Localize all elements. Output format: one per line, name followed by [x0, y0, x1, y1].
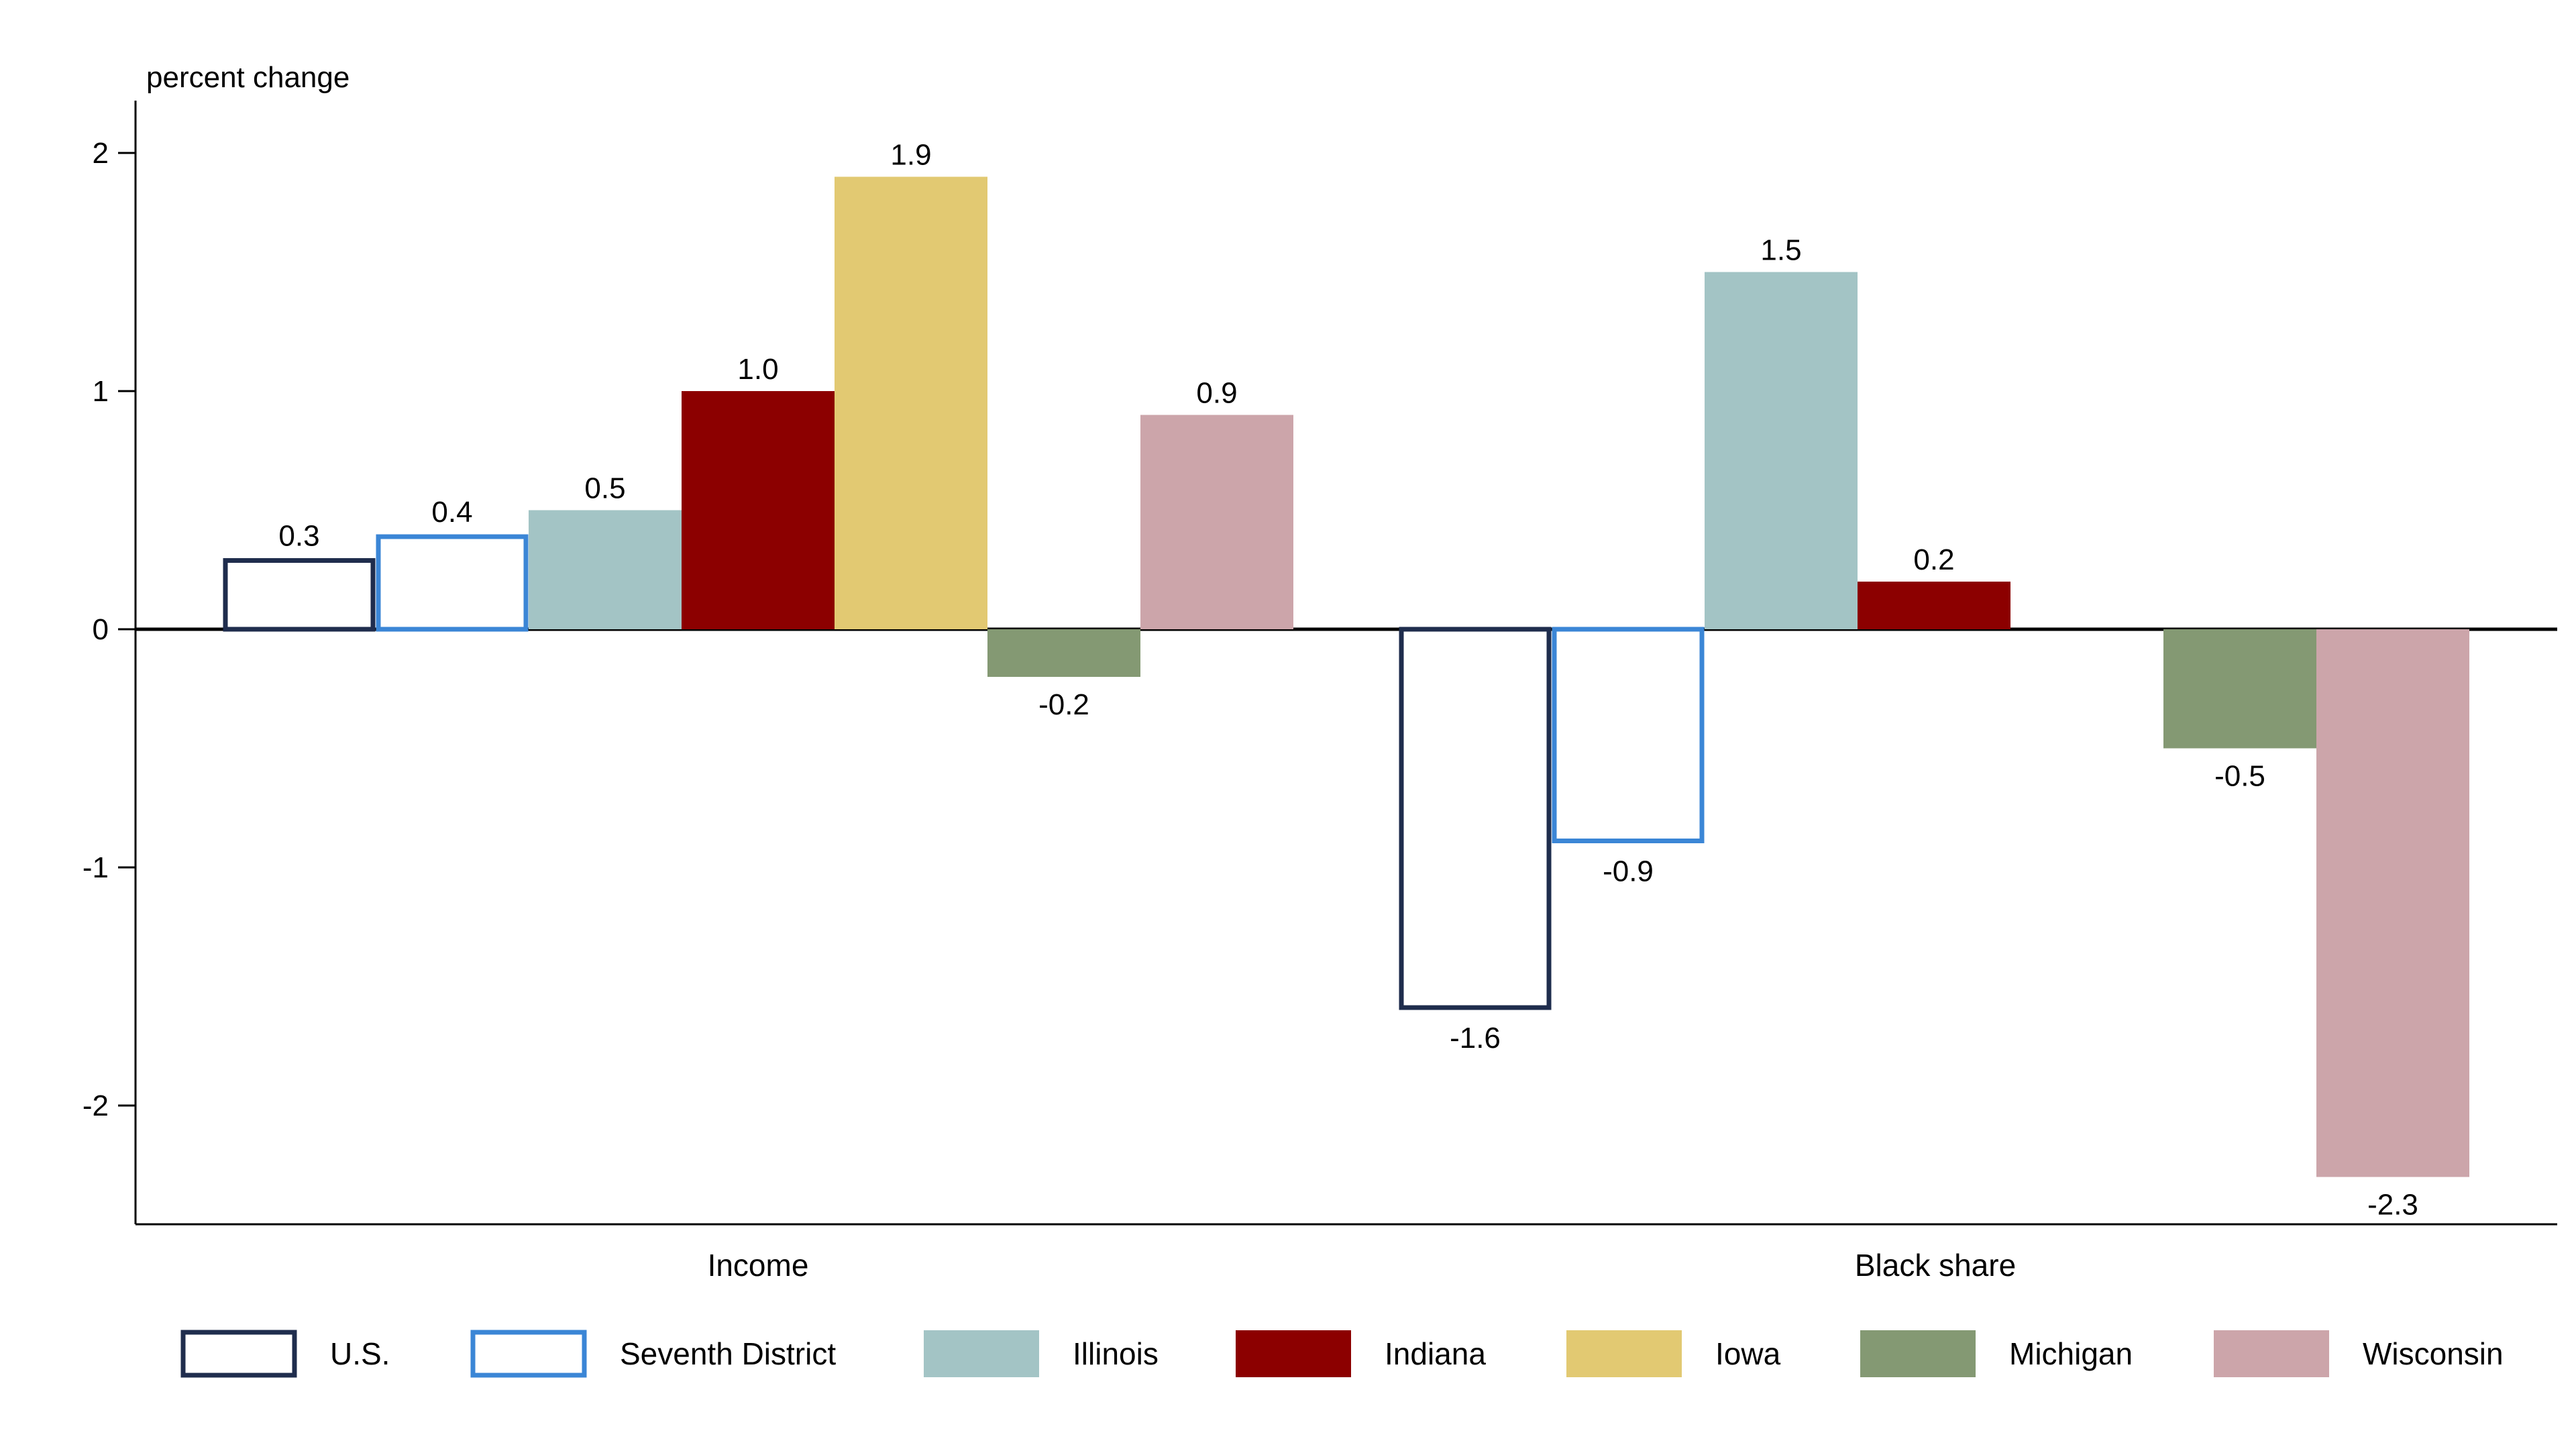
x-category-label: Black share	[1855, 1248, 2016, 1283]
data-label: 0.4	[431, 496, 472, 529]
legend-label: Seventh District	[620, 1336, 836, 1371]
legend-label: Michigan	[2009, 1336, 2133, 1371]
data-label: 0.9	[1196, 377, 1237, 410]
category-labels: Income Black share	[708, 1248, 2017, 1283]
bar	[987, 629, 1140, 677]
data-label: -1.6	[1450, 1022, 1501, 1055]
value-labels: 0.3 -1.6 0.4 -0.9 0.5 1.5 1.0 0.2 1.9 -0.2 -0.5 0.9…	[278, 139, 2418, 1222]
y-tick-label: -2	[83, 1089, 109, 1122]
bar	[682, 391, 835, 629]
legend-swatch	[470, 1330, 587, 1378]
legend-swatch	[1566, 1330, 1682, 1377]
y-tick-label: 0	[93, 613, 109, 646]
bar	[2163, 629, 2316, 749]
y-tick-label: -1	[83, 851, 109, 884]
x-category-label: Income	[708, 1248, 809, 1283]
legend-swatch	[1236, 1330, 1351, 1377]
legend-swatch	[1860, 1330, 1976, 1377]
bar	[1399, 627, 1552, 1010]
data-label: 1.0	[737, 353, 778, 386]
bars	[223, 176, 2469, 1177]
data-label: 0.2	[1913, 543, 1954, 576]
bar	[1705, 272, 1858, 629]
legend-swatch	[2214, 1330, 2329, 1377]
legend-label: Illinois	[1073, 1336, 1159, 1371]
data-label: -0.5	[2214, 760, 2265, 793]
legend-label: Wisconsin	[2363, 1336, 2504, 1371]
legend-swatch	[924, 1330, 1039, 1377]
data-label: 0.5	[584, 472, 625, 505]
bar	[223, 558, 376, 632]
bar	[1552, 627, 1705, 843]
bar	[2316, 629, 2469, 1177]
bar	[835, 176, 987, 629]
data-label: 1.9	[890, 139, 931, 172]
y-tick-label: 2	[93, 137, 109, 170]
y-axis-title: percent change	[146, 61, 350, 94]
data-label: -2.3	[2367, 1189, 2418, 1222]
axes: -2 -1 0 1 2	[83, 101, 2557, 1226]
legend-swatch	[180, 1330, 297, 1378]
data-label: -0.2	[1038, 688, 1089, 721]
y-tick-label: 1	[93, 375, 109, 408]
data-label: 1.5	[1760, 234, 1801, 267]
bar	[1140, 415, 1293, 629]
bar	[529, 510, 682, 629]
data-label: -0.9	[1603, 855, 1654, 888]
legend-label: Iowa	[1715, 1336, 1781, 1371]
legend-label: Indiana	[1385, 1336, 1486, 1371]
legend-label: U.S.	[330, 1336, 390, 1371]
bar	[1858, 582, 2010, 629]
bar	[376, 534, 529, 632]
data-label: 0.3	[278, 520, 319, 553]
legend: U.S. Seventh District Illinois Indiana Iowa M…	[180, 1330, 2504, 1378]
